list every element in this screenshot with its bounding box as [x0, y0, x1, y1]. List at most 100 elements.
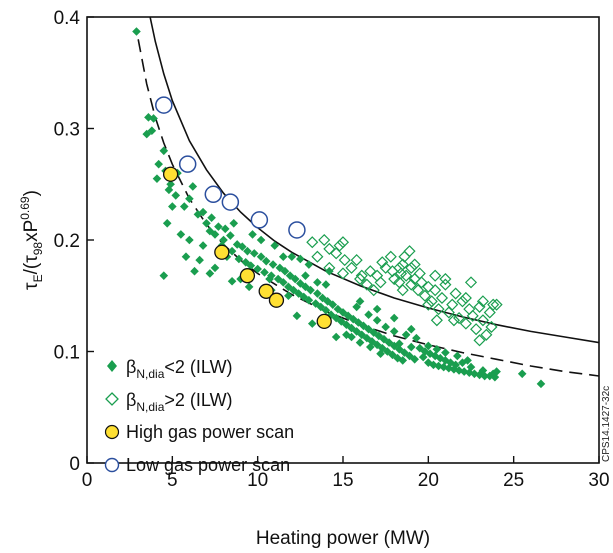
data-point-filled-diamond [379, 334, 389, 344]
data-point-open-diamond [485, 320, 498, 334]
data-point-filled-diamond [260, 268, 269, 277]
data-point-filled-diamond [307, 319, 317, 328]
data-point-filled-diamond [294, 289, 303, 298]
data-point-filled-diamond [401, 330, 411, 340]
data-point-filled-diamond [400, 348, 409, 357]
data-point-filled-diamond [326, 310, 336, 320]
data-point-filled-diamond [463, 356, 472, 365]
data-point-filled-diamond [207, 213, 216, 222]
data-point-filled-diamond [220, 224, 230, 234]
data-point-filled-diamond [270, 241, 280, 250]
data-point-filled-diamond [424, 341, 433, 351]
data-point-filled-diamond [287, 252, 297, 262]
data-point-filled-diamond [475, 370, 484, 380]
legend-marker-open-circle [104, 457, 120, 473]
data-point-filled-diamond [342, 320, 351, 330]
data-point-filled-diamond [331, 332, 341, 342]
data-point-open-diamond [388, 272, 401, 286]
x-tick-label: 0 [82, 470, 93, 491]
data-point-open-diamond [456, 295, 469, 308]
data-point-filled-diamond [234, 254, 244, 264]
data-point-filled-diamond [176, 230, 186, 239]
x-tick-label: 5 [167, 470, 178, 491]
data-point-filled-diamond [278, 252, 288, 262]
y-axis-label: τE/(τ98xP0.69) [18, 190, 45, 290]
data-point-filled-diamond [415, 343, 425, 353]
data-point-filled-diamond [381, 322, 390, 332]
data-point-filled-diamond [406, 342, 416, 352]
data-point-filled-diamond [424, 358, 433, 367]
data-point-filled-diamond [454, 366, 464, 375]
legend-label-series-1: βN,dia<2 (ILW) [126, 357, 233, 381]
data-point-filled-diamond [439, 362, 448, 372]
data-point-open-diamond [330, 247, 343, 260]
legend-marker-open-diamond [105, 392, 119, 406]
data-point-filled-diamond [453, 351, 462, 361]
data-point-filled-diamond [296, 279, 305, 288]
data-point-filled-diamond [238, 242, 247, 251]
data-point-filled-diamond [280, 266, 290, 276]
x-tick-label: 25 [503, 470, 524, 491]
data-point-open-diamond [435, 291, 449, 305]
data-point-open-diamond [311, 250, 324, 263]
data-point-filled-diamond [352, 327, 361, 336]
data-point-open-circle [221, 193, 240, 211]
data-point-filled-diamond [364, 310, 373, 320]
data-point-filled-diamond [342, 330, 351, 340]
y-tick-label: 0.4 [54, 8, 81, 29]
data-point-filled-circle [258, 283, 274, 299]
data-point-open-circle [178, 155, 197, 173]
data-point-filled-diamond [265, 274, 274, 284]
data-point-filled-diamond [246, 261, 256, 270]
data-point-filled-diamond [325, 266, 334, 276]
data-point-filled-diamond [383, 347, 392, 356]
ticks: 0 5 10 15 20 25 30 0 0.1 0.2 0.3 0.4 [54, 8, 610, 491]
data-point-open-diamond [422, 298, 435, 311]
data-point-open-diamond [408, 258, 421, 271]
data-point-filled-diamond [374, 331, 384, 341]
data-point-filled-diamond [432, 344, 442, 354]
data-point-filled-diamond [296, 254, 305, 264]
data-point-open-diamond [476, 314, 489, 327]
data-point-filled-diamond [284, 291, 293, 301]
data-point-open-diamond [371, 269, 384, 282]
data-point-open-diamond [323, 242, 336, 255]
data-point-filled-diamond [299, 292, 309, 302]
data-point-filled-circle [162, 166, 179, 182]
data-point-filled-diamond [372, 315, 382, 325]
data-point-open-diamond [323, 261, 336, 274]
data-point-filled-diamond [248, 230, 257, 239]
legend-label-series-4: Low gas power scan [126, 455, 290, 475]
data-point-filled-diamond [273, 274, 283, 284]
data-point-filled-diamond [304, 260, 314, 269]
data-point-open-diamond [350, 254, 363, 267]
data-point-filled-diamond [357, 330, 367, 340]
data-point-open-diamond [418, 289, 431, 302]
data-point-open-circle [288, 221, 306, 239]
data-point-filled-diamond [205, 226, 215, 236]
data-point-open-diamond [459, 317, 472, 330]
x-axis-label: Heating power (MW) [256, 528, 430, 549]
data-point-filled-diamond [229, 218, 239, 228]
data-point-filled-diamond [398, 356, 408, 365]
data-point-filled-diamond [185, 194, 194, 204]
data-points [132, 27, 546, 389]
data-point-filled-diamond [444, 363, 454, 373]
data-point-filled-diamond [389, 327, 399, 336]
data-point-filled-diamond [168, 202, 177, 211]
data-point-filled-diamond [536, 379, 546, 389]
data-point-filled-diamond [389, 313, 399, 323]
data-point-filled-diamond [195, 255, 204, 265]
data-point-filled-diamond [301, 271, 310, 280]
data-point-filled-diamond [384, 338, 394, 347]
data-point-filled-diamond [179, 202, 189, 211]
data-point-filled-diamond [193, 210, 203, 219]
data-point-filled-diamond [268, 260, 278, 269]
data-point-open-diamond [345, 261, 358, 274]
data-point-filled-diamond [190, 266, 199, 276]
data-point-filled-diamond [366, 342, 375, 352]
data-point-filled-diamond [449, 365, 459, 374]
data-point-open-diamond [336, 236, 350, 249]
data-point-filled-diamond [284, 282, 293, 292]
